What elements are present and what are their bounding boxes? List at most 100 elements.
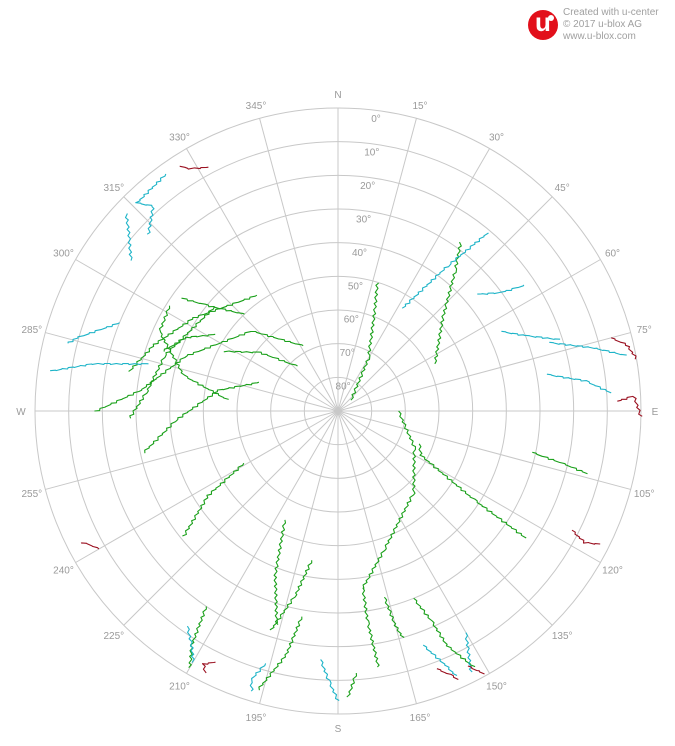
satellite-track-5 (350, 282, 379, 401)
elevation-label-20: 20° (360, 181, 375, 192)
satellite-track-19 (269, 560, 313, 631)
satellite-track-25 (549, 341, 627, 356)
azimuth-label-285: 285° (21, 325, 42, 336)
elevation-label-60: 60° (344, 315, 359, 326)
satellite-track-36 (611, 337, 637, 360)
satellite-track-23 (477, 284, 525, 295)
azimuth-label-240: 240° (53, 566, 74, 577)
azimuth-label-270: W (16, 407, 26, 418)
azimuth-spoke-300 (75, 259, 339, 412)
satellite-track-33 (320, 659, 340, 701)
satellite-track-41 (467, 665, 485, 675)
credit-block: u Created with u-center © 2017 u-blox AG… (526, 6, 666, 46)
satellite-track-15 (163, 333, 216, 352)
satellite-track-12 (181, 297, 245, 315)
azimuth-spoke-15 (337, 118, 417, 412)
azimuth-spoke-30 (337, 148, 490, 412)
logo-letter: u (535, 7, 551, 37)
azimuth-label-300: 300° (53, 249, 74, 260)
satellite-track-0 (362, 410, 417, 589)
satellite-track-42 (436, 668, 459, 680)
azimuth-spoke-210 (186, 410, 339, 674)
azimuth-label-60: 60° (605, 249, 620, 260)
azimuth-spoke-75 (337, 332, 631, 412)
elevation-label-80: 80° (336, 382, 351, 393)
satellite-track-29 (124, 213, 133, 261)
satellite-track-22 (401, 232, 489, 309)
azimuth-label-180: S (335, 724, 342, 735)
credit-line-created-with: Created with u-center (563, 7, 659, 18)
azimuth-label-135: 135° (552, 631, 573, 642)
credit-line-website: www.u-blox.com (563, 31, 636, 42)
azimuth-label-15: 15° (412, 101, 427, 112)
skyplot-labels: N 15° 30° 45° 60° 75° E 105° 120° 135° 150° 165° S 19… (16, 90, 658, 735)
azimuth-label-345: 345° (246, 101, 267, 112)
satellite-track-30 (135, 173, 167, 235)
azimuth-spoke-135 (337, 410, 553, 626)
satellite-track-13 (158, 305, 229, 400)
azimuth-spoke-60 (337, 259, 601, 412)
azimuth-label-165: 165° (410, 713, 431, 724)
satellite-track-43 (201, 661, 216, 674)
satellite-track-31 (186, 625, 195, 663)
u-blox-logo: u (528, 7, 558, 40)
satellite-track-1 (361, 587, 380, 668)
azimuth-label-255: 255° (21, 489, 42, 500)
azimuth-spoke-240 (75, 410, 339, 563)
azimuth-spoke-345 (259, 118, 339, 412)
logo-dot (548, 15, 554, 21)
satellite-track-24 (501, 330, 561, 340)
azimuth-spoke-195 (259, 410, 339, 704)
elevation-label-40: 40° (352, 248, 367, 259)
satellite-track-18 (273, 519, 287, 625)
elevation-label-50: 50° (348, 281, 363, 292)
azimuth-spoke-105 (337, 410, 631, 490)
credit-line-copyright: © 2017 u-blox AG (563, 19, 643, 30)
azimuth-label-120: 120° (602, 566, 623, 577)
elevation-label-70: 70° (340, 348, 355, 359)
azimuth-spoke-150 (337, 410, 490, 674)
azimuth-label-45: 45° (555, 183, 570, 194)
satellite-track-17 (182, 462, 245, 537)
azimuth-label-195: 195° (246, 713, 267, 724)
satellite-track-26 (546, 373, 612, 394)
satellite-track-11 (128, 294, 258, 372)
skyplot-grid (34, 107, 642, 715)
azimuth-label-90: E (652, 407, 659, 418)
azimuth-spoke-165 (337, 410, 417, 704)
azimuth-label-210: 210° (169, 682, 190, 693)
satellite-track-10 (223, 350, 298, 367)
satellite-track-14 (129, 306, 215, 419)
satellite-track-9 (144, 381, 260, 454)
satellite-track-20 (383, 596, 405, 638)
satellite-track-28 (67, 322, 120, 344)
satellite-track-32 (249, 663, 267, 692)
satellite-track-16 (346, 672, 358, 698)
satellite-track-8 (94, 330, 304, 412)
azimuth-label-75: 75° (637, 325, 652, 336)
satellite-track-4 (413, 597, 476, 668)
satellite-track-6 (434, 241, 462, 365)
satellite-track-21 (418, 443, 527, 539)
satellite-tracks (50, 165, 643, 701)
elevation-label-30: 30° (356, 214, 371, 225)
azimuth-spoke-255 (45, 410, 339, 490)
azimuth-label-330: 330° (169, 133, 190, 144)
azimuth-spoke-330 (186, 148, 339, 412)
elevation-label-0: 0° (371, 114, 381, 125)
azimuth-label-225: 225° (103, 631, 124, 642)
satellite-track-37 (617, 395, 643, 417)
satellite-track-2 (258, 616, 303, 691)
satellite-track-7 (532, 451, 588, 475)
satellite-track-34 (422, 644, 458, 676)
azimuth-label-0: N (334, 90, 341, 101)
azimuth-label-105: 105° (634, 489, 655, 500)
azimuth-label-150: 150° (486, 682, 507, 693)
azimuth-label-315: 315° (103, 183, 124, 194)
satellite-track-27 (50, 362, 149, 372)
satellite-track-40 (179, 165, 209, 170)
azimuth-spoke-315 (123, 196, 339, 412)
satellite-track-39 (80, 542, 100, 550)
azimuth-label-30: 30° (489, 133, 504, 144)
